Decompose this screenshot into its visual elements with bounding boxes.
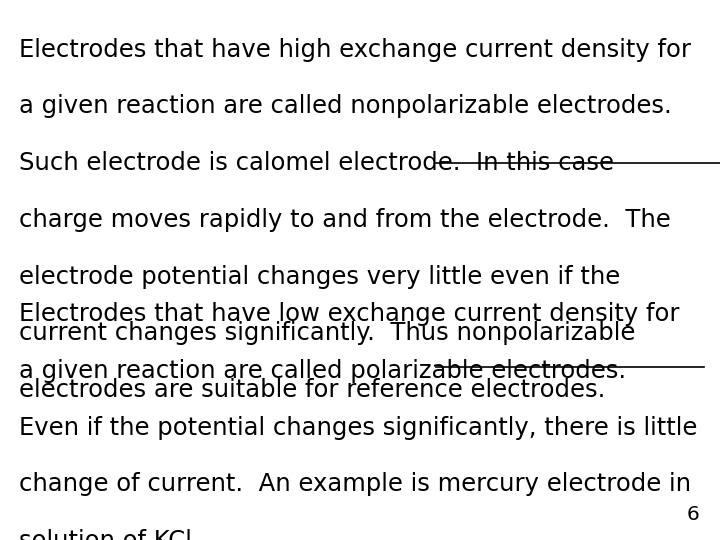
Text: charge moves rapidly to and from the electrode.  The: charge moves rapidly to and from the ele… xyxy=(19,208,671,232)
Text: Such electrode is calomel electrode.  In this case: Such electrode is calomel electrode. In … xyxy=(19,151,614,175)
Text: a given reaction are called polarizable electrodes.: a given reaction are called polarizable … xyxy=(19,359,626,383)
Text: electrodes are suitable for reference electrodes.: electrodes are suitable for reference el… xyxy=(19,378,606,402)
Text: Electrodes that have low exchange current density for: Electrodes that have low exchange curren… xyxy=(19,302,680,326)
Text: Electrodes that have high exchange current density for: Electrodes that have high exchange curre… xyxy=(19,38,691,62)
Text: change of current.  An example is mercury electrode in: change of current. An example is mercury… xyxy=(19,472,691,496)
Text: Even if the potential changes significantly, there is little: Even if the potential changes significan… xyxy=(19,416,698,440)
Text: a given reaction are called nonpolarizable electrodes.: a given reaction are called nonpolarizab… xyxy=(19,94,672,118)
Text: current changes significantly.  Thus nonpolarizable: current changes significantly. Thus nonp… xyxy=(19,321,636,345)
Text: electrode potential changes very little even if the: electrode potential changes very little … xyxy=(19,265,621,288)
Text: solution of KCl.: solution of KCl. xyxy=(19,529,200,540)
Text: 6: 6 xyxy=(687,505,700,524)
